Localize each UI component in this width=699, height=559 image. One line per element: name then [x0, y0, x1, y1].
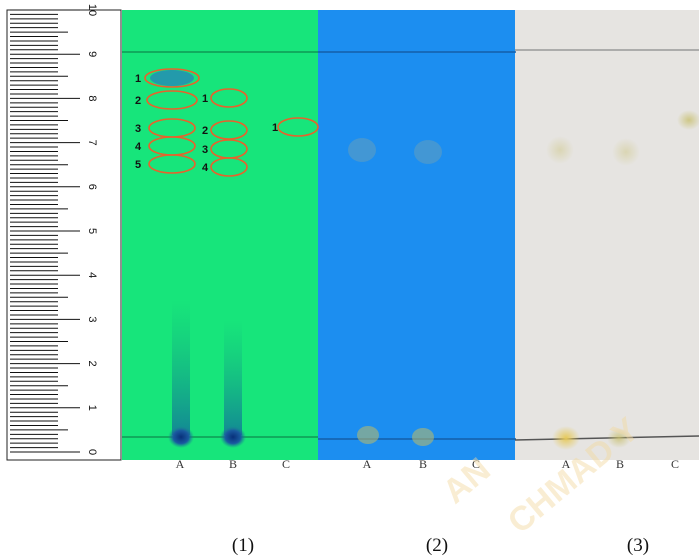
plate-3 — [515, 10, 699, 460]
spot-label: 1 — [272, 122, 278, 134]
ruler-number: 1 — [86, 405, 98, 411]
ruler-number: 4 — [86, 272, 98, 278]
lane-label: A — [363, 457, 372, 471]
lane-label: C — [671, 457, 679, 471]
ruler-number: 8 — [86, 95, 98, 101]
plate-2 — [318, 10, 516, 460]
lane-label: C — [282, 457, 290, 471]
spot-label: 3 — [135, 123, 141, 135]
spot-label: 4 — [202, 162, 209, 174]
lane-label: B — [419, 457, 427, 471]
lane-label: A — [176, 457, 185, 471]
ruler-number: 6 — [86, 184, 98, 190]
ruler-number: 2 — [86, 361, 98, 367]
lane-label: B — [229, 457, 237, 471]
spot-label: 5 — [135, 159, 141, 171]
ruler-number: 5 — [86, 228, 98, 234]
ruler-number: 7 — [86, 140, 98, 146]
spot-label: 1 — [202, 93, 208, 105]
panel-label: (2) — [426, 535, 448, 556]
figure: 1098765432101234512341ABC(1)ABC(2)ABC(3)… — [0, 0, 699, 559]
spot-label: 4 — [135, 141, 142, 153]
ruler-number: 3 — [86, 316, 98, 322]
panel-label: (3) — [627, 535, 649, 556]
spot-label: 1 — [135, 73, 141, 85]
ruler-number: 0 — [86, 449, 98, 455]
panel-label: (1) — [232, 535, 254, 556]
spot-label: 3 — [202, 144, 208, 156]
ruler-number: 9 — [86, 51, 98, 57]
spot-label: 2 — [135, 95, 141, 107]
ruler-number: 10 — [86, 4, 98, 16]
spot-label: 2 — [202, 125, 208, 137]
